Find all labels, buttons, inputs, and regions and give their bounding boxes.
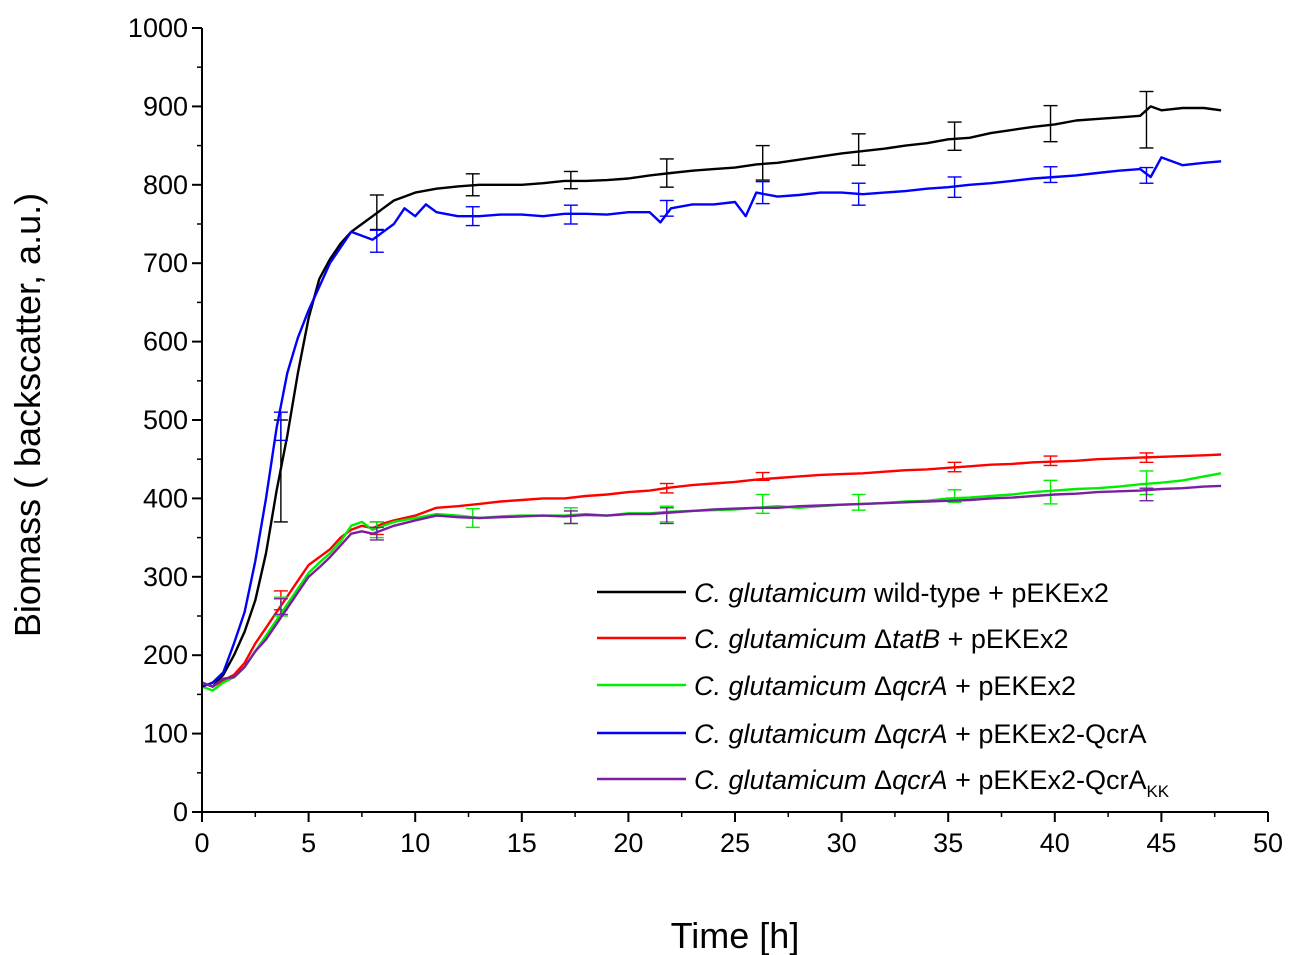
error-bar (1139, 92, 1153, 148)
error-bar (948, 122, 962, 150)
legend-entry-1: C. glutamicum wild-type + pEKEx2 (597, 578, 1109, 608)
x-tick-label: 30 (827, 828, 857, 858)
error-bar (852, 134, 866, 165)
y-tick-label: 300 (143, 562, 188, 592)
error-bar (370, 195, 384, 229)
x-tick-label: 15 (507, 828, 537, 858)
error-bar (1044, 167, 1058, 183)
y-tick-label: 1000 (128, 13, 188, 43)
x-tick-label: 0 (194, 828, 209, 858)
error-bar (756, 494, 770, 513)
x-tick-label: 40 (1040, 828, 1070, 858)
legend-label: C. glutamicum wild-type + pEKEx2 (694, 578, 1109, 608)
legend: C. glutamicum wild-type + pEKEx2 C. gluta… (597, 578, 1170, 801)
y-tick-label: 700 (143, 248, 188, 278)
y-tick-label: 900 (143, 91, 188, 121)
legend-entry-3: C. glutamicum ΔqcrA + pEKEx2 (597, 671, 1076, 701)
y-tick-label: 200 (143, 640, 188, 670)
legend-label: C. glutamicum ΔqcrA + pEKEx2-QcrA (694, 719, 1146, 749)
y-tick-label: 0 (173, 797, 188, 827)
legend-label: C. glutamicum ΔqcrA + pEKEx2 (694, 671, 1076, 701)
y-tick-label: 400 (143, 483, 188, 513)
x-tick-label: 25 (720, 828, 750, 858)
x-tick-label: 10 (400, 828, 430, 858)
y-tick-label: 100 (143, 719, 188, 749)
legend-label: C. glutamicum ΔtatB + pEKEx2 (694, 624, 1068, 654)
x-tick-label: 35 (933, 828, 963, 858)
y-tick-label: 500 (143, 405, 188, 435)
y-axis-title: Biomass ( backscatter, a.u.) (7, 193, 48, 637)
x-tick-label: 20 (613, 828, 643, 858)
error-bar (660, 508, 674, 524)
x-axis-title: Time [h] (671, 915, 800, 955)
legend-entry-5: C. glutamicum ΔqcrA + pEKEx2-QcrAKK (597, 765, 1170, 801)
legend-entry-4: C. glutamicum ΔqcrA + pEKEx2-QcrA (597, 719, 1146, 749)
legend-label: C. glutamicum ΔqcrA + pEKEx2-QcrAKK (694, 765, 1170, 801)
legend-entry-2: C. glutamicum ΔtatB + pEKEx2 (597, 624, 1068, 654)
x-tick-label: 45 (1146, 828, 1176, 858)
error-bar (852, 494, 866, 510)
y-tick-label: 600 (143, 327, 188, 357)
y-tick-label: 800 (143, 170, 188, 200)
x-tick-label: 50 (1253, 828, 1283, 858)
x-tick-label: 5 (301, 828, 316, 858)
